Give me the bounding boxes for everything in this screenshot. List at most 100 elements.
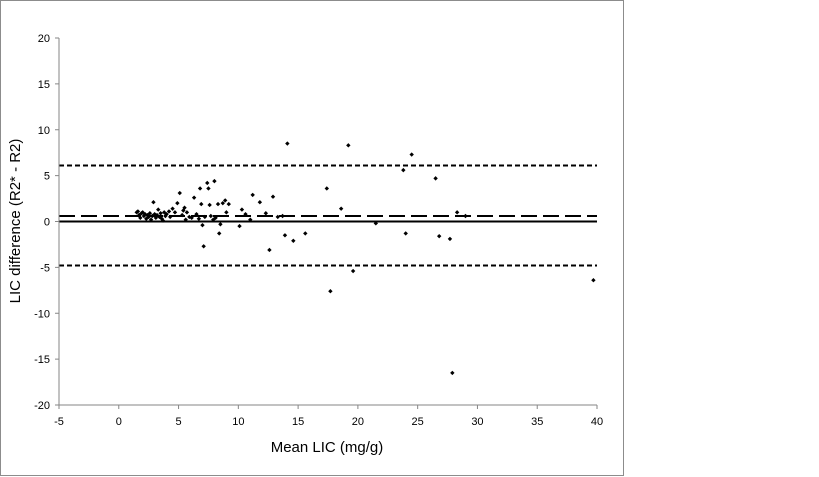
data-point [207,202,212,208]
y-tick-label: 0 [44,217,50,229]
data-point [179,212,185,218]
data-point [324,186,330,191]
y-axis-title: LIC difference (R2* - R2) [7,139,24,304]
data-point [267,247,272,253]
data-point [454,210,460,215]
data-point [282,233,288,238]
data-point [159,216,165,221]
data-point [239,207,245,212]
x-axis-title: Mean LIC (mg/g) [271,439,384,456]
x-tick-label: 35 [531,416,543,428]
data-point [401,167,406,173]
data-point [338,206,344,211]
data-point [346,143,351,148]
data-point [170,206,175,211]
data-point [591,278,596,283]
data-point [248,217,253,222]
data-point [275,214,280,220]
x-tick-label: 30 [471,416,483,428]
x-tick-label: 25 [412,416,424,428]
data-point [167,214,173,220]
data-point [222,198,228,203]
x-tick-label: 0 [116,416,122,428]
data-point [147,211,153,216]
data-point [447,236,453,242]
data-point [212,178,217,184]
data-point [403,231,408,236]
y-tick-label: 15 [38,79,50,91]
data-point [213,215,218,221]
x-tick-label: 15 [292,416,304,428]
data-point [217,231,222,236]
data-point [328,289,333,294]
data-point [220,200,225,206]
data-point [463,213,468,219]
x-tick-label: 10 [232,416,244,428]
data-point [146,214,151,220]
data-point [450,370,455,376]
data-point [158,211,163,216]
data-point [303,231,308,236]
data-point [226,201,231,207]
data-point [263,211,269,216]
x-tick-label: 40 [591,416,603,428]
data-point [215,201,221,207]
data-point [156,207,161,212]
data-point [205,180,210,186]
data-point [151,200,156,205]
data-point [200,222,205,228]
data-point [285,141,290,146]
data-point [202,214,208,220]
data-point [409,152,414,157]
data-point [243,211,248,217]
data-point [189,215,194,221]
data-point [206,186,211,191]
data-point [224,210,229,215]
y-tick-label: 20 [38,33,50,45]
y-tick-label: -5 [40,262,50,274]
data-point [280,213,285,219]
data-point [194,211,199,217]
data-point [373,221,379,226]
data-point [436,233,442,239]
data-point [218,222,223,227]
axes: -20 -15 -10 -5 0 5 10 15 20 -5 0 5 10 15 20 25 30 35 40 [34,33,603,428]
data-point [138,215,143,221]
y-tick-label: 5 [44,171,50,183]
chart-border [0,0,624,476]
data-point [152,211,157,217]
data-point [433,176,438,181]
data-point [160,218,166,223]
data-point [175,200,180,206]
data-point [257,200,263,205]
y-tick-label: 10 [38,125,50,137]
data-point [199,201,204,207]
data-point [250,192,255,198]
data-point [172,210,178,215]
y-tick-label: -20 [34,400,50,412]
data-point [196,216,202,221]
x-tick-label: 5 [175,416,181,428]
data-point [270,194,276,199]
x-tick-label: -5 [54,416,64,428]
data-point [350,268,356,274]
data-point [208,213,214,219]
data-point [135,209,141,214]
data-point [177,190,182,196]
data-point [197,186,203,191]
data-point [201,244,206,249]
data-point [184,210,190,215]
data-point [182,205,187,210]
x-tick-label: 20 [352,416,364,428]
data-point [166,209,172,214]
data-points [134,141,596,376]
data-point [291,238,296,243]
data-point [183,217,188,222]
data-point [164,211,169,217]
y-tick-label: -15 [34,354,50,366]
data-point [237,223,242,229]
data-point [191,195,197,200]
data-point [148,217,154,222]
y-tick-label: -10 [34,308,50,320]
